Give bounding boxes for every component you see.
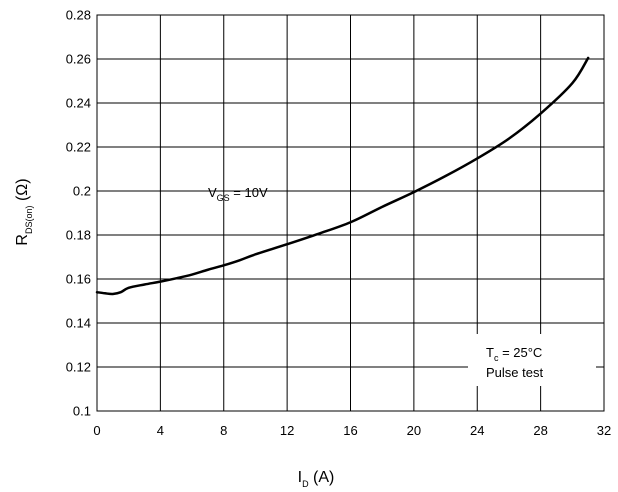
- x-tick-label: 4: [157, 423, 164, 438]
- y-tick-label: 0.22: [66, 140, 91, 155]
- x-tick-label: 12: [280, 423, 294, 438]
- y-tick-label: 0.26: [66, 52, 91, 67]
- vgs-annotation: VGS = 10V: [208, 185, 268, 203]
- x-tick-label: 20: [407, 423, 421, 438]
- x-tick-label: 32: [597, 423, 611, 438]
- x-tick-label: 0: [93, 423, 100, 438]
- y-tick-label: 0.28: [66, 8, 91, 23]
- y-tick-label: 0.1: [73, 404, 91, 419]
- condition-box: [468, 334, 596, 386]
- y-axis-title: RDS(on) (Ω): [14, 178, 34, 245]
- y-tick-label: 0.12: [66, 360, 91, 375]
- y-tick-label: 0.16: [66, 272, 91, 287]
- plot-frame: [96, 14, 605, 412]
- x-axis-title: ID (A): [298, 469, 335, 489]
- grid-lines: [96, 14, 605, 412]
- x-tick-label: 28: [533, 423, 547, 438]
- pulse-annotation: Pulse test: [486, 365, 543, 380]
- x-tick-label: 8: [220, 423, 227, 438]
- y-tick-label: 0.18: [66, 228, 91, 243]
- x-tick-label: 24: [470, 423, 484, 438]
- y-tick-label: 0.14: [66, 316, 91, 331]
- tc-annotation: Tc = 25°C: [486, 345, 542, 363]
- y-tick-label: 0.2: [73, 184, 91, 199]
- y-tick-labels: 0.1 0.12 0.14 0.16 0.18 0.2 0.22 0.24 0.26 0.28: [66, 8, 91, 419]
- series-line: [95, 56, 590, 296]
- x-tick-label: 16: [343, 423, 357, 438]
- x-tick-labels: 0 4 8 12 16 20 24 28 32: [93, 423, 611, 438]
- y-tick-label: 0.24: [66, 96, 91, 111]
